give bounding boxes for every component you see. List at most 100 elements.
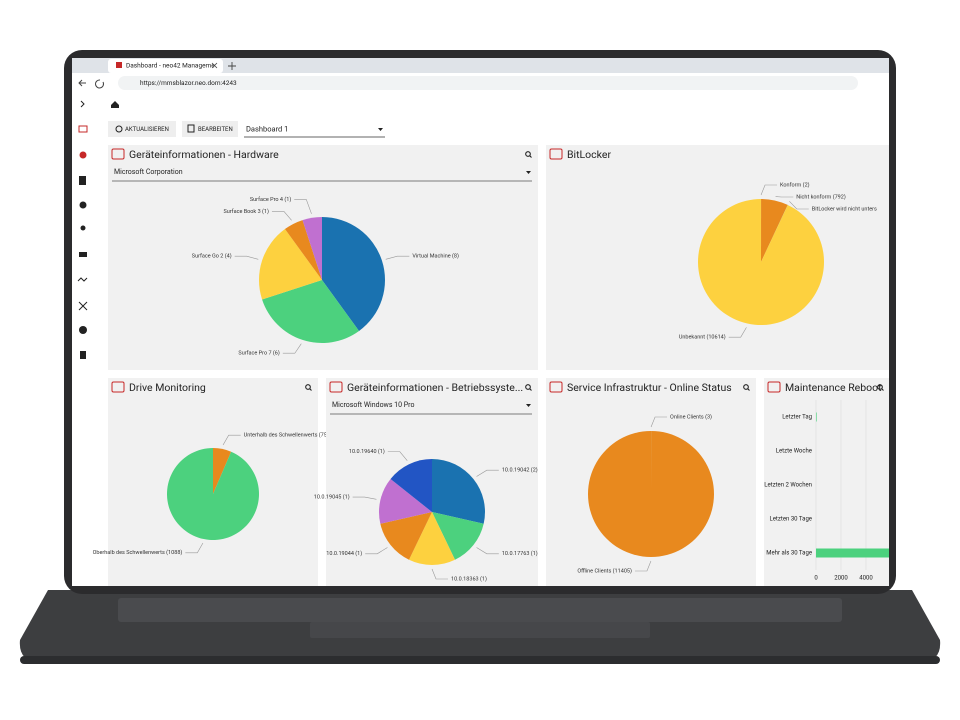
pie-slice: [302, 217, 322, 280]
pie-label: 10.0.17763 (1): [502, 550, 538, 557]
pie-label: Surface Book 3 (1): [223, 208, 269, 215]
leader-line: [431, 568, 448, 580]
search-handle: [881, 388, 884, 391]
sidebar-icons: [77, 100, 88, 359]
search-icon[interactable]: [305, 384, 311, 390]
x-tick-label: 0: [814, 575, 818, 582]
pie-slice: [587, 431, 714, 557]
refresh-icon: [115, 125, 123, 133]
pie-slice: [322, 217, 385, 331]
new-tab[interactable]: [228, 62, 236, 70]
nav-icon[interactable]: [79, 151, 87, 159]
filter-arrow: [526, 404, 531, 407]
y-tick-label: Letzten 2 Wochen: [764, 482, 812, 489]
pie-slice: [761, 204, 788, 262]
leader-line: [365, 547, 388, 555]
edit-icon: [187, 124, 195, 133]
pie-slice: [379, 478, 432, 524]
widget-icon: [111, 381, 125, 393]
pie-label: Oberhalb des Schwellenwerts (1088): [93, 549, 183, 556]
pie-label: 10.0.18363 (1): [451, 575, 487, 582]
leader-line: [352, 496, 377, 500]
leader-line: [282, 343, 302, 354]
pie-slice: [390, 459, 432, 512]
dropdown-arrow: [378, 128, 383, 131]
reload-button[interactable]: [95, 79, 104, 89]
tab-close[interactable]: [211, 62, 218, 69]
nav-icon[interactable]: [79, 176, 86, 185]
y-tick-label: Letzter Tag: [782, 414, 812, 421]
leader-line: [634, 560, 652, 572]
url-bar[interactable]: [118, 76, 858, 90]
pie-slice: [761, 199, 788, 262]
pie-slice: [166, 447, 259, 540]
search-icon[interactable]: [525, 151, 531, 157]
back-button[interactable]: [78, 79, 86, 87]
leader-line: [294, 199, 312, 214]
widget-title: BitLocker: [567, 148, 611, 161]
y-tick-label: Mehr als 30 Tage: [766, 550, 812, 557]
pie-label: Online Clients (3): [670, 413, 712, 420]
pie-label: Unterhalb des Schwellenwerts (75): [244, 432, 329, 439]
pie-label: Nicht konform (792): [796, 193, 846, 200]
expand-icon[interactable]: [80, 100, 85, 108]
filter-select[interactable]: Microsoft Windows 10 Pro: [332, 401, 414, 409]
search-handle: [309, 388, 312, 391]
search-handle: [747, 388, 750, 391]
tab[interactable]: [108, 59, 223, 73]
pie-label: 10.0.19044 (1): [326, 550, 362, 557]
x-tick-label: 4000: [859, 575, 873, 582]
widget-title: Drive Monitoring: [129, 381, 206, 394]
leader-line: [271, 211, 292, 221]
url: https://mmsblazor.neo.dom:4243: [140, 79, 237, 87]
filter-arrow: [526, 171, 531, 174]
search-icon[interactable]: [743, 384, 749, 390]
nav-icon[interactable]: [79, 326, 87, 334]
home-icon[interactable]: [111, 101, 119, 108]
pie-slice: [409, 512, 455, 565]
filter-select[interactable]: Microsoft Corporation: [114, 168, 183, 176]
nav-icon[interactable]: [79, 252, 87, 257]
pie-label: Surface Pro 7 (6): [238, 350, 279, 357]
bar: [816, 412, 817, 422]
nav-icon[interactable]: [77, 277, 88, 282]
search-handle: [529, 155, 532, 158]
pie-slice: [432, 459, 485, 524]
nav-icon[interactable]: [80, 225, 86, 231]
dashboard-select[interactable]: Dashboard 1: [246, 124, 288, 133]
leader-line: [222, 434, 241, 446]
nav-icon[interactable]: [80, 351, 86, 359]
pie-label: 10.0.19042 (2): [502, 467, 538, 474]
leader-line: [387, 451, 408, 461]
refresh-button[interactable]: [108, 121, 176, 137]
edit-button[interactable]: [182, 121, 238, 137]
leader-line: [185, 542, 204, 554]
nav-icon[interactable]: [78, 125, 88, 133]
leader-line: [789, 201, 809, 210]
widget-title: Service Infrastruktur - Online Status: [567, 381, 732, 394]
bar: [816, 548, 889, 558]
pie-label: Surface Go 2 (4): [192, 253, 232, 260]
leader-line: [728, 327, 747, 338]
pie-label: Virtual Machine (8): [412, 253, 459, 260]
leader-line: [234, 255, 259, 260]
x-tick-label: 2000: [834, 575, 848, 582]
nav-icon[interactable]: [78, 301, 88, 311]
leader-line: [476, 469, 499, 477]
base-edge: [20, 656, 940, 664]
y-tick-label: Letzte Woche: [776, 448, 812, 455]
screen: Dashboard - neo42 Manageme https://mmsbl…: [72, 58, 889, 586]
nav-icon[interactable]: [79, 201, 87, 209]
leader-line: [650, 416, 668, 428]
tab-title: Dashboard - neo42 Manageme: [126, 62, 215, 70]
pie-slice: [698, 199, 824, 325]
search-icon[interactable]: [525, 384, 531, 390]
sidebar: [72, 93, 100, 586]
widget-icon: [111, 148, 125, 160]
widget-icon: [549, 381, 563, 393]
y-tick-label: Letzten 30 Tage: [770, 516, 812, 523]
search-icon[interactable]: [877, 384, 883, 390]
favicon: [116, 62, 122, 68]
